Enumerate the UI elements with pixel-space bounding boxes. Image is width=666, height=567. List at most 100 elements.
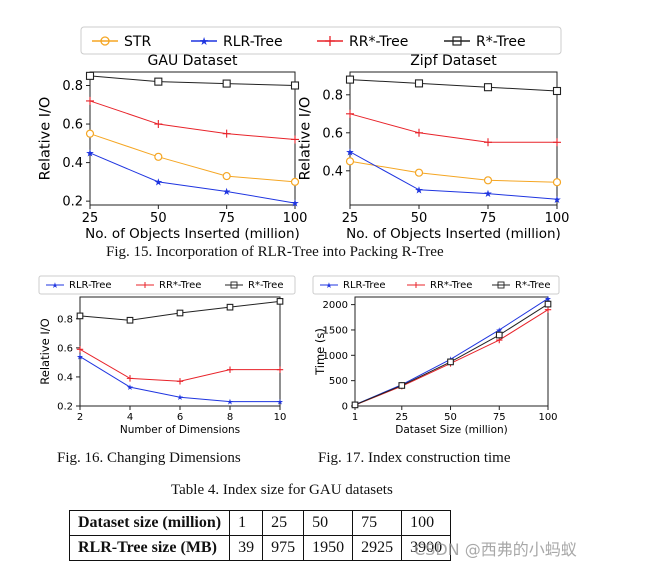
table-cell: Dataset size (million)	[68, 510, 231, 536]
data-point	[553, 138, 561, 147]
data-point	[154, 77, 163, 86]
data-point: ★	[496, 326, 503, 335]
table-row: RLR-Tree size (MB) 39 975 1950 2925 3900	[68, 535, 452, 561]
legend-rrstar-label: RR*-Tree	[349, 34, 408, 50]
y-axis-label: Relative I/O	[298, 97, 314, 181]
x-tick-label: 75	[218, 211, 235, 226]
y-tick-label: 0.8	[57, 314, 73, 325]
x-tick-label: 50	[150, 211, 167, 226]
data-point: ★	[76, 352, 83, 361]
fig16-legend-rlr-marker: ★	[51, 281, 58, 290]
y-tick-label: 0.6	[57, 343, 73, 354]
y-tick-label: 0	[342, 402, 348, 413]
fig16-caption: Fig. 16. Changing Dimensions	[57, 450, 241, 466]
table-cell: 3900	[401, 535, 452, 561]
data-point	[226, 366, 234, 373]
chart-title: GAU Dataset	[148, 53, 238, 69]
table-cell: 39	[229, 535, 264, 561]
fig17-legend-rstar-marker	[497, 281, 505, 289]
series-line	[89, 152, 296, 204]
fig16-legend-rrstar-label: RR*-Tree	[159, 280, 201, 291]
data-point	[552, 86, 562, 96]
series-line	[354, 298, 549, 406]
x-tick-label: 10	[274, 412, 287, 423]
y-tick-label: 500	[329, 376, 348, 387]
fig16-legend: ★ RLR-Tree RR*-Tree R*-Tree	[38, 275, 296, 295]
data-point	[76, 346, 84, 353]
y-axis-label: Time (s)	[313, 328, 327, 376]
series-line	[349, 160, 558, 183]
data-point: ★	[415, 185, 424, 196]
legend-rrstar-marker	[325, 36, 335, 46]
data-point	[290, 177, 300, 186]
fig17-legend-rstar-label: R*-Tree	[515, 280, 550, 291]
y-tick-label: 0.2	[57, 402, 73, 413]
fig15-legend: STR ★ RLR-Tree RR*-Tree R*-Tree	[80, 26, 562, 55]
data-point	[154, 120, 163, 129]
data-point	[126, 375, 134, 382]
fig17-legend: ★ RLR-Tree RR*-Tree R*-Tree	[312, 275, 560, 295]
data-point	[346, 109, 354, 118]
fig15-caption: Fig. 15. Incorporation of RLR-Tree into …	[106, 244, 444, 260]
data-point	[351, 401, 359, 409]
series-line	[349, 151, 558, 200]
x-tick-label: 2	[77, 412, 83, 423]
y-tick-label: 0.4	[62, 156, 83, 171]
data-point	[154, 152, 163, 161]
y-tick-label: 0.4	[57, 372, 73, 383]
data-point	[345, 75, 355, 84]
table-cell: 100	[401, 510, 452, 536]
data-point	[222, 171, 231, 181]
x-tick-label: 4	[127, 412, 133, 423]
data-point	[414, 79, 424, 88]
data-point	[85, 71, 95, 80]
x-tick-label: 1	[352, 412, 358, 423]
x-tick-label: 25	[342, 211, 359, 226]
fig16-legend-rstar-marker	[230, 281, 238, 289]
table-cell: 25	[262, 510, 305, 536]
data-point	[415, 128, 423, 137]
data-point	[544, 300, 552, 308]
y-tick-label: 0.6	[62, 118, 83, 133]
x-tick-label: 6	[177, 412, 183, 423]
data-point	[552, 178, 562, 187]
table-cell: 1950	[303, 535, 354, 561]
data-point: ★	[226, 397, 233, 406]
y-axis-label: Relative I/O	[38, 97, 54, 181]
x-axis-label: Number of Dimensions	[120, 424, 240, 436]
data-point	[76, 312, 84, 320]
x-tick-label: 25	[82, 211, 99, 226]
x-tick-label: 50	[444, 412, 457, 423]
x-tick-label: 75	[493, 412, 506, 423]
table-cell: 75	[352, 510, 403, 536]
fig17-legend-rrstar-marker	[413, 282, 419, 288]
data-point	[226, 303, 234, 311]
data-point: ★	[484, 189, 493, 200]
y-tick-label: 0.8	[322, 88, 343, 103]
data-point: ★	[553, 195, 562, 206]
fig16-legend-rrstar-marker	[142, 282, 148, 288]
legend-rlr-marker: ★	[199, 35, 209, 48]
data-point	[414, 168, 424, 177]
x-tick-label: 75	[480, 211, 497, 226]
x-tick-label: 8	[227, 412, 233, 423]
series-line	[349, 79, 558, 92]
data-point: ★	[346, 147, 355, 158]
fig17-legend-rrstar-label: RR*-Tree	[430, 280, 472, 291]
data-point	[126, 316, 134, 324]
data-point: ★	[544, 294, 551, 303]
y-axis-label: Relative I/O	[38, 318, 52, 384]
data-point	[447, 358, 454, 366]
data-point: ★	[291, 199, 300, 210]
data-point	[290, 81, 300, 90]
table-row: Dataset size (million) 1 25 50 75 100	[68, 510, 452, 536]
watermark: CSDN @西弗的小蚂蚁	[414, 540, 577, 559]
data-point: ★	[176, 393, 183, 402]
data-point	[86, 96, 94, 105]
data-point	[484, 138, 492, 147]
legend-rlr-label: RLR-Tree	[223, 34, 283, 50]
data-point	[222, 79, 231, 88]
legend-str-marker	[100, 36, 110, 46]
